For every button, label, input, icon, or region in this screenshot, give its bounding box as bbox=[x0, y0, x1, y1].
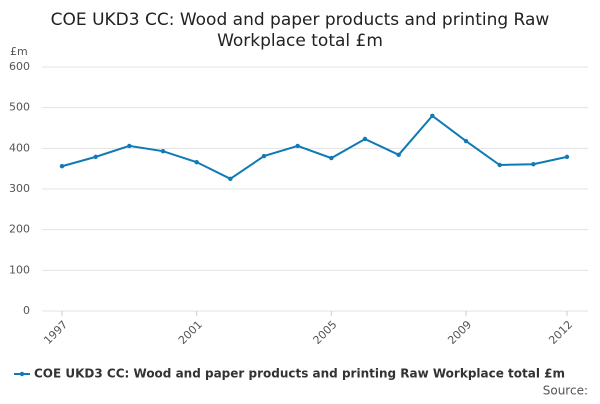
data-point bbox=[531, 161, 536, 167]
data-point bbox=[160, 148, 166, 154]
y-tick-label: 300 bbox=[9, 182, 30, 195]
data-point bbox=[295, 143, 300, 149]
x-tick-label: 2012 bbox=[546, 318, 575, 347]
y-tick-label: 0 bbox=[23, 304, 30, 317]
data-point bbox=[93, 154, 98, 160]
data-point bbox=[497, 162, 502, 168]
source: Source: bbox=[543, 384, 588, 398]
y-tick-label: 600 bbox=[9, 60, 30, 73]
data-point bbox=[564, 154, 570, 160]
data-point bbox=[396, 152, 401, 158]
data-point bbox=[463, 138, 469, 144]
y-tick-label: 500 bbox=[9, 101, 30, 114]
chart-title: COE UKD3 CC: Wood and paper products and… bbox=[51, 10, 550, 51]
x-tick-label: 2005 bbox=[311, 318, 340, 347]
y-tick-label: 100 bbox=[9, 263, 30, 276]
data-point bbox=[329, 155, 334, 161]
data-point bbox=[194, 159, 199, 165]
x-tick-label: 1997 bbox=[41, 318, 70, 347]
legend-label: COE UKD3 CC: Wood and paper products and… bbox=[34, 367, 565, 381]
data-point bbox=[228, 176, 233, 182]
data-point bbox=[261, 153, 267, 159]
legend-marker bbox=[19, 371, 25, 377]
y-axis-label: £m bbox=[10, 45, 28, 58]
data-point bbox=[362, 136, 368, 142]
series-line bbox=[61, 114, 568, 180]
y-tick-label: 400 bbox=[9, 141, 30, 154]
x-tick-label: 2001 bbox=[176, 318, 205, 347]
x-tick-label: 2009 bbox=[445, 318, 474, 347]
y-tick-label: 200 bbox=[9, 223, 30, 236]
data-point bbox=[59, 164, 65, 169]
data-point bbox=[127, 143, 132, 149]
data-point bbox=[430, 113, 435, 119]
